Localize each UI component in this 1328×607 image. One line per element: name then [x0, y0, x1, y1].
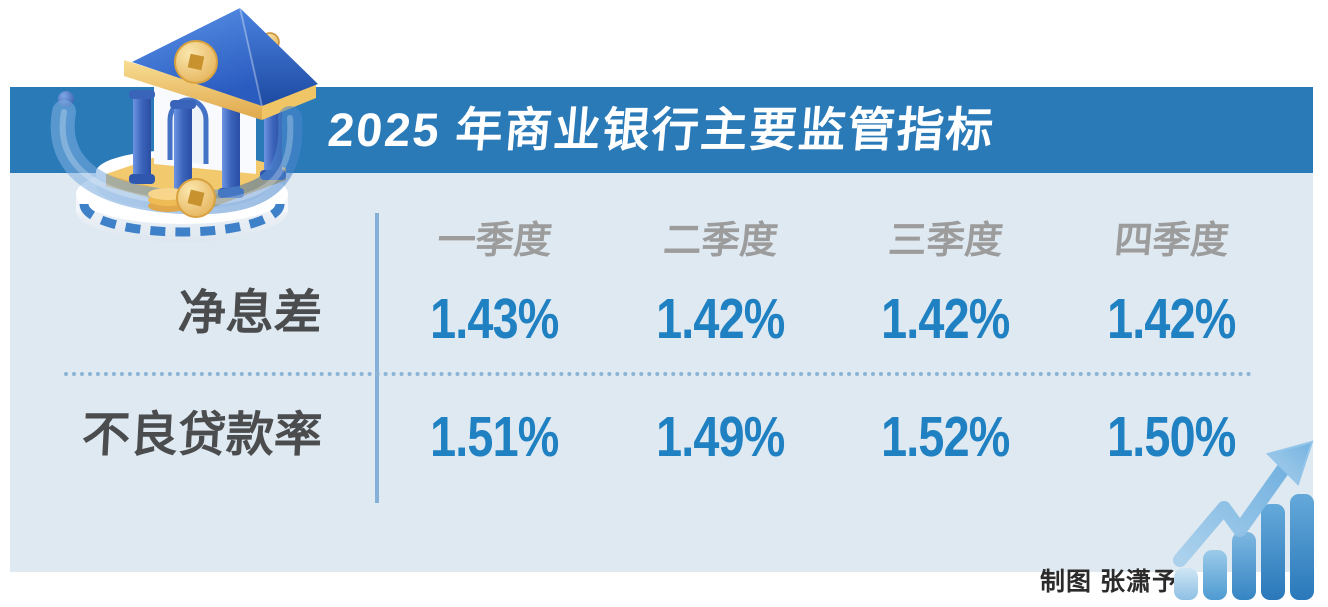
value-nim-q1: 1.43%: [430, 287, 560, 351]
value-npl-q4: 1.50%: [1107, 405, 1236, 469]
table-row: 1.51% 1.49% 1.52% 1.50%: [382, 402, 1284, 487]
row-label-net-interest-margin: 净息差: [176, 287, 324, 340]
row-label-npl-ratio: 不良贷款率: [80, 409, 324, 462]
value-nim-q2: 1.42%: [656, 287, 785, 351]
coin-stack-icon: [148, 178, 216, 218]
value-npl-q3: 1.52%: [881, 405, 1011, 469]
column-divider-line: [375, 213, 379, 503]
value-npl-q1: 1.51%: [430, 405, 560, 469]
roof-coin-emblem: [174, 40, 218, 84]
bar-chart-growth-icon: [1173, 440, 1314, 600]
row-divider-dotted-line: [64, 372, 1252, 376]
column-header-q2: 二季度: [661, 220, 780, 262]
column-header-q3: 三季度: [886, 220, 1005, 262]
up-arrow-icon: [1173, 440, 1314, 567]
value-npl-q2: 1.49%: [656, 405, 785, 469]
value-nim-q3: 1.42%: [881, 287, 1011, 351]
column-header-q4: 四季度: [1112, 220, 1231, 262]
credit-text: 制图 张潇予: [1040, 568, 1178, 596]
table-row: 1.43% 1.42% 1.42% 1.42%: [382, 284, 1284, 369]
column-header-q1: 一季度: [435, 220, 554, 262]
value-nim-q4: 1.42%: [1107, 287, 1236, 351]
bank-building-icon: [50, 7, 318, 242]
quarter-header-row: 一季度 二季度 三季度 四季度: [382, 216, 1284, 266]
